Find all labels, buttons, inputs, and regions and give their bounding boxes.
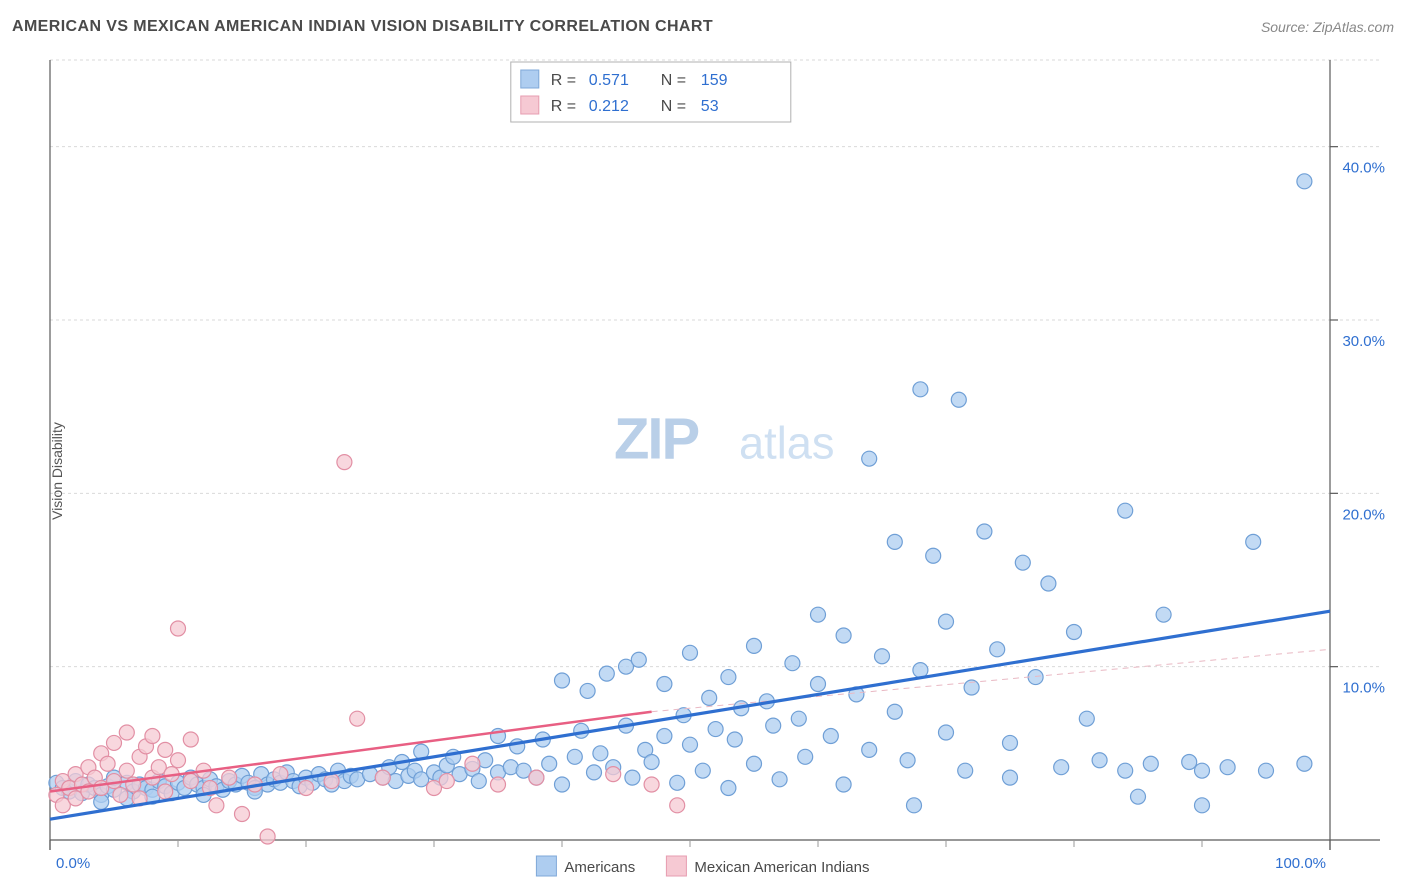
svg-text:N =: N =: [661, 98, 686, 115]
svg-text:Americans: Americans: [564, 859, 635, 876]
svg-text:N =: N =: [661, 72, 686, 89]
svg-text:Mexican American Indians: Mexican American Indians: [694, 859, 869, 876]
svg-text:10.0%: 10.0%: [1342, 680, 1385, 697]
svg-text:159: 159: [701, 72, 728, 89]
svg-text:0.212: 0.212: [589, 98, 629, 115]
y-axis-label: Vision Disability: [49, 422, 65, 520]
svg-text:ZIP: ZIP: [614, 407, 699, 472]
chart-container: Vision Disability ZIP atlas 0.0% 100.0% 10.0…: [0, 50, 1406, 892]
chart-title: AMERICAN VS MEXICAN AMERICAN INDIAN VISI…: [12, 18, 713, 36]
source-attribution: Source: ZipAtlas.com: [1261, 19, 1394, 35]
svg-text:R =: R =: [551, 98, 576, 115]
svg-text:100.0%: 100.0%: [1275, 855, 1326, 872]
svg-text:53: 53: [701, 98, 719, 115]
scatter-chart: ZIP atlas 0.0% 100.0% 10.0% 20.0% 30.0% 40.0% R …: [0, 50, 1406, 892]
svg-text:atlas: atlas: [739, 418, 835, 469]
svg-text:40.0%: 40.0%: [1342, 160, 1385, 177]
svg-text:20.0%: 20.0%: [1342, 506, 1385, 523]
svg-text:30.0%: 30.0%: [1342, 333, 1385, 350]
svg-text:0.571: 0.571: [589, 72, 629, 89]
svg-text:0.0%: 0.0%: [56, 855, 90, 872]
svg-text:R =: R =: [551, 72, 576, 89]
